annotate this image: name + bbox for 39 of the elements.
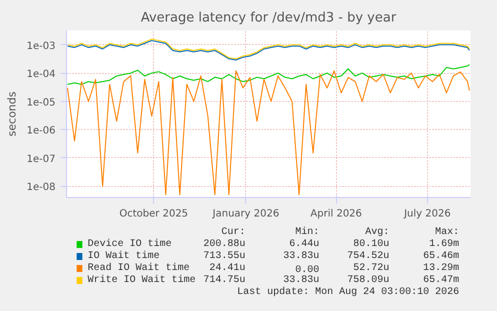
text: 754.52u	[347, 251, 390, 262]
text: 6.44u	[289, 239, 320, 250]
text: Cur:	[221, 227, 246, 238]
text: 0.00	[295, 265, 320, 276]
y-tick-label: 1e-05	[26, 97, 56, 108]
text: 758.09u	[347, 275, 390, 286]
text: 714.75u	[203, 275, 246, 286]
text: 1.69m	[429, 239, 460, 250]
legend-label: Device IO time	[88, 238, 172, 250]
y-tick-label: 1e-08	[26, 182, 56, 194]
text: Max:	[435, 227, 460, 238]
legend-label: IO Wait time	[88, 250, 160, 262]
x-tick-label: October 2025	[119, 208, 188, 220]
y-tick-label: 1e-06	[26, 126, 56, 137]
x-tick-label: July 2026	[403, 208, 451, 220]
text: Avg:	[365, 227, 390, 238]
x-tick-label: April 2026	[310, 208, 362, 220]
x-tick-label: January 2026	[212, 208, 280, 220]
y-tick-label: 1e-04	[26, 69, 56, 80]
chart-title: Average latency for /dev/md3 - by year	[140, 10, 397, 26]
line-series	[67, 64, 470, 85]
text: 33.83u	[283, 251, 320, 262]
text: 13.29m	[423, 263, 460, 274]
text: 33.83u	[283, 275, 320, 286]
text: 24.41u	[209, 263, 246, 274]
line-series	[67, 70, 470, 196]
y-tick-label: 1e-03	[26, 40, 56, 52]
text: 80.10u	[353, 239, 390, 250]
text: Min:	[295, 226, 320, 238]
y-tick-label: 1e-07	[26, 154, 56, 165]
text: 52.72u	[353, 263, 390, 274]
text: 65.47m	[423, 275, 460, 286]
y-axis-title: seconds	[6, 91, 19, 136]
text: Last update: Mon Aug 24 03:00:10 2026	[237, 286, 460, 298]
text: 65.46m	[423, 251, 460, 262]
legend-label: Read IO Wait time	[88, 262, 190, 274]
text: 200.88u	[203, 239, 246, 250]
text: 713.55u	[203, 251, 246, 262]
legend-label: Write IO Wait time	[88, 274, 196, 286]
